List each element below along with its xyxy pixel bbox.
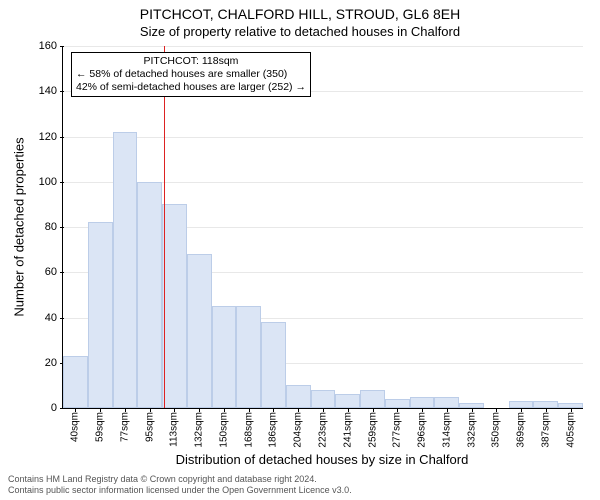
- annot-line-3: 42% of semi-detached houses are larger (…: [76, 81, 306, 94]
- y-tick-label: 20: [45, 357, 63, 369]
- y-tick-label: 100: [39, 176, 63, 188]
- histogram-bar: [212, 306, 237, 408]
- annot-line-2: ← 58% of detached houses are smaller (35…: [76, 68, 306, 81]
- x-tick-label: 40sqm: [70, 412, 81, 442]
- y-tick-label: 140: [39, 85, 63, 97]
- annot-line-1: PITCHCOT: 118sqm: [76, 55, 306, 68]
- histogram-bar: [311, 390, 336, 408]
- histogram-bar: [360, 390, 385, 408]
- histogram-bar: [137, 182, 162, 408]
- x-tick-label: 277sqm: [392, 412, 403, 448]
- x-tick-label: 350sqm: [491, 412, 502, 448]
- histogram-bar: [335, 394, 360, 408]
- histogram-bar: [410, 397, 435, 408]
- histogram-bar: [113, 132, 138, 408]
- x-tick-label: 186sqm: [268, 412, 279, 448]
- plot-area: 02040608010012014016040sqm59sqm77sqm95sq…: [62, 46, 583, 409]
- histogram-bar: [261, 322, 286, 408]
- x-tick-label: 405sqm: [565, 412, 576, 448]
- histogram-bar: [236, 306, 261, 408]
- x-tick-label: 204sqm: [293, 412, 304, 448]
- gridline: [63, 46, 583, 47]
- y-tick-label: 0: [51, 402, 63, 414]
- y-tick-label: 120: [39, 131, 63, 143]
- y-axis-label-wrap: Number of detached properties: [12, 46, 26, 408]
- x-axis-label: Distribution of detached houses by size …: [62, 452, 582, 467]
- x-tick-label: 369sqm: [516, 412, 527, 448]
- histogram-bar: [63, 356, 88, 408]
- x-tick-label: 113sqm: [169, 412, 180, 447]
- x-tick-label: 132sqm: [194, 412, 205, 448]
- title-main: PITCHCOT, CHALFORD HILL, STROUD, GL6 8EH: [0, 6, 600, 22]
- histogram-bar: [88, 222, 113, 408]
- x-tick-label: 296sqm: [417, 412, 428, 448]
- histogram-bar: [162, 204, 187, 408]
- footer-line-1: Contains HM Land Registry data © Crown c…: [8, 474, 592, 485]
- y-tick-label: 80: [45, 221, 63, 233]
- x-tick-label: 223sqm: [318, 412, 329, 448]
- x-tick-label: 259sqm: [367, 412, 378, 448]
- y-tick-label: 60: [45, 266, 63, 278]
- x-tick-label: 59sqm: [95, 412, 106, 442]
- x-tick-label: 150sqm: [218, 412, 229, 448]
- histogram-bar: [533, 401, 558, 408]
- footer-line-2: Contains public sector information licen…: [8, 485, 592, 496]
- gridline: [63, 137, 583, 138]
- x-tick-label: 77sqm: [119, 412, 130, 442]
- x-tick-label: 387sqm: [540, 412, 551, 448]
- x-tick-label: 241sqm: [342, 412, 353, 448]
- title-sub: Size of property relative to detached ho…: [0, 24, 600, 39]
- x-tick-label: 314sqm: [441, 412, 452, 448]
- marker-annotation: PITCHCOT: 118sqm ← 58% of detached house…: [71, 52, 311, 97]
- histogram-bar: [509, 401, 534, 408]
- attribution-footer: Contains HM Land Registry data © Crown c…: [8, 474, 592, 496]
- histogram-bar: [187, 254, 212, 408]
- histogram-bar: [385, 399, 410, 408]
- y-tick-label: 160: [39, 40, 63, 52]
- x-tick-label: 168sqm: [243, 412, 254, 448]
- histogram-bar: [434, 397, 459, 408]
- x-tick-label: 332sqm: [466, 412, 477, 448]
- y-tick-label: 40: [45, 312, 63, 324]
- chart-container: PITCHCOT, CHALFORD HILL, STROUD, GL6 8EH…: [0, 0, 600, 500]
- histogram-bar: [286, 385, 311, 408]
- y-axis-label: Number of detached properties: [12, 137, 27, 316]
- x-tick-label: 95sqm: [144, 412, 155, 442]
- marker-line: [164, 46, 165, 408]
